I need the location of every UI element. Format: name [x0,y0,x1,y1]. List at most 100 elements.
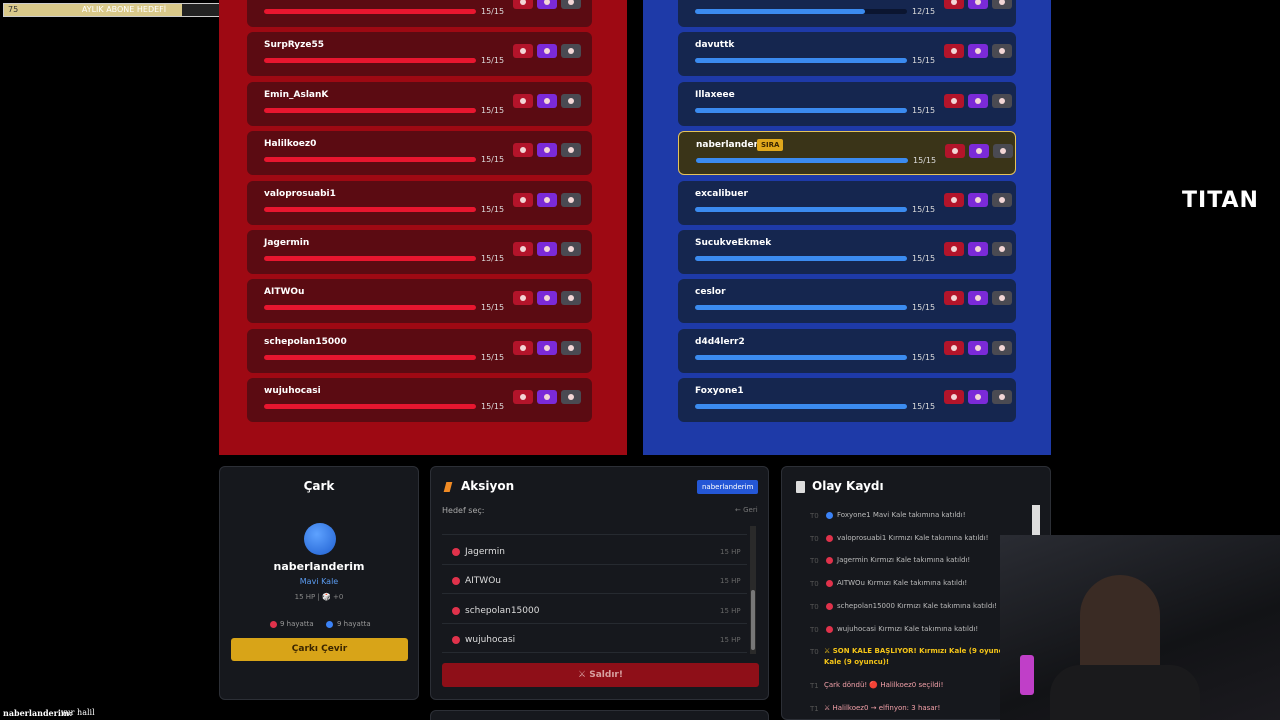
item-button[interactable] [537,192,557,207]
item-button[interactable] [537,291,557,306]
attack-button[interactable]: ⚔ Saldır! [442,663,759,687]
attack-button[interactable] [944,390,964,405]
attack-button[interactable] [944,93,964,108]
log-text: ⚔ SON KALE BAŞLIYOR! Kırmızı Kale (9 oyu… [824,647,1044,667]
spin-button[interactable]: Çarkı Çevir [231,638,408,661]
target-row[interactable]: wujuhocasi 15 HP [442,627,747,653]
chat-message: vur halil [61,708,95,717]
goal-fill [4,4,182,16]
attack-button[interactable] [513,192,533,207]
log-dot [826,557,833,565]
block-button[interactable] [561,93,581,108]
item-button[interactable] [537,44,557,59]
target-row[interactable]: Jagermin 15 HP [442,539,747,565]
block-button[interactable] [561,44,581,59]
attack-button[interactable] [513,390,533,405]
attack-button[interactable] [944,291,964,306]
log-turn: T0 [810,648,819,657]
button-icon [568,246,574,252]
attack-button[interactable] [944,340,964,355]
item-button[interactable] [537,143,557,158]
item-button[interactable] [968,0,988,9]
attack-button[interactable] [513,143,533,158]
button-icon [568,295,574,302]
log-entry: T0 wujuhocasi Kırmızı Kale takımına katıl… [796,622,1046,642]
item-button[interactable] [537,242,557,256]
log-dot [826,602,833,610]
hp-bar [264,404,476,410]
player-row: davuttk 15/15 [678,32,1016,77]
player-name: davuttk [695,40,735,51]
item-button[interactable] [968,44,988,59]
target-row[interactable]: AITWOu 15 HP [442,568,747,594]
block-button[interactable] [992,0,1012,9]
attack-button[interactable] [945,144,965,159]
player-name: naberlanderim [696,140,771,151]
attack-button[interactable] [513,340,533,355]
button-icon [544,147,550,154]
item-button[interactable] [537,390,557,405]
block-button[interactable] [992,291,1012,306]
target-row[interactable]: schepolan15000 15 HP [442,598,747,624]
hp-track [695,404,907,410]
block-button[interactable] [992,44,1012,59]
attack-button[interactable] [944,44,964,59]
player-row: Foxyone1 15/15 [678,378,1016,423]
attack-button[interactable] [513,0,533,9]
webcam [1000,535,1280,720]
hp-text: 15/15 [481,56,505,66]
attack-button[interactable] [513,291,533,306]
block-button[interactable] [561,0,581,9]
player-row: valoprosuabi1 15/15 [247,180,592,225]
block-button[interactable] [561,143,581,158]
block-button[interactable] [561,242,581,256]
item-button[interactable] [968,93,988,108]
log-entry: T0 ⚔ SON KALE BAŞLIYOR! Kırmızı Kale (9 o… [796,644,1046,676]
button-icon [951,295,957,302]
target-dot [452,577,460,585]
block-button[interactable] [992,93,1012,108]
target-row[interactable]: valoprosuabi1 [442,526,747,535]
block-button[interactable] [561,192,581,207]
wheel-stats: 15 HP | 🎲 +0 [294,593,344,601]
hp-bar [695,58,907,64]
player-row: AITWOu 15/15 [247,279,592,324]
item-button[interactable] [537,340,557,355]
item-button[interactable] [968,291,988,306]
scroll-thumb [751,590,755,650]
player-name: excalibuer [695,188,748,199]
block-button[interactable] [561,340,581,355]
block-button[interactable] [992,242,1012,256]
block-button[interactable] [993,144,1013,159]
item-button[interactable] [537,0,557,9]
log-text: ⚔ Halilkoez0 → elfinyon: 3 hasar! [824,703,941,712]
button-icon [975,97,981,104]
attack-button[interactable] [944,0,964,9]
block-button[interactable] [561,390,581,405]
item-button[interactable] [968,390,988,405]
button-icon [951,344,957,351]
back-link[interactable]: ← Geri [735,506,758,514]
player-row: Halilkoez0 15/15 [247,131,592,176]
block-button[interactable] [992,390,1012,405]
item-button[interactable] [968,340,988,355]
block-button[interactable] [992,192,1012,207]
attack-button[interactable] [513,242,533,256]
hp-track [264,107,476,113]
attack-button[interactable] [513,44,533,59]
item-button[interactable] [968,242,988,256]
log-dot [826,534,833,542]
item-button[interactable] [969,144,989,159]
hp-bar [264,58,476,64]
item-button[interactable] [537,93,557,108]
block-button[interactable] [992,340,1012,355]
item-button[interactable] [968,192,988,207]
chat-user: naberlanderim: [3,708,73,718]
log-entry: T1 Çark döndü! 🔴 Halilkoez0 seçildi! [796,678,1046,698]
attack-button[interactable] [944,192,964,207]
target-dot [452,636,460,644]
attack-button[interactable] [513,93,533,108]
attack-button[interactable] [944,242,964,256]
block-button[interactable] [561,291,581,306]
